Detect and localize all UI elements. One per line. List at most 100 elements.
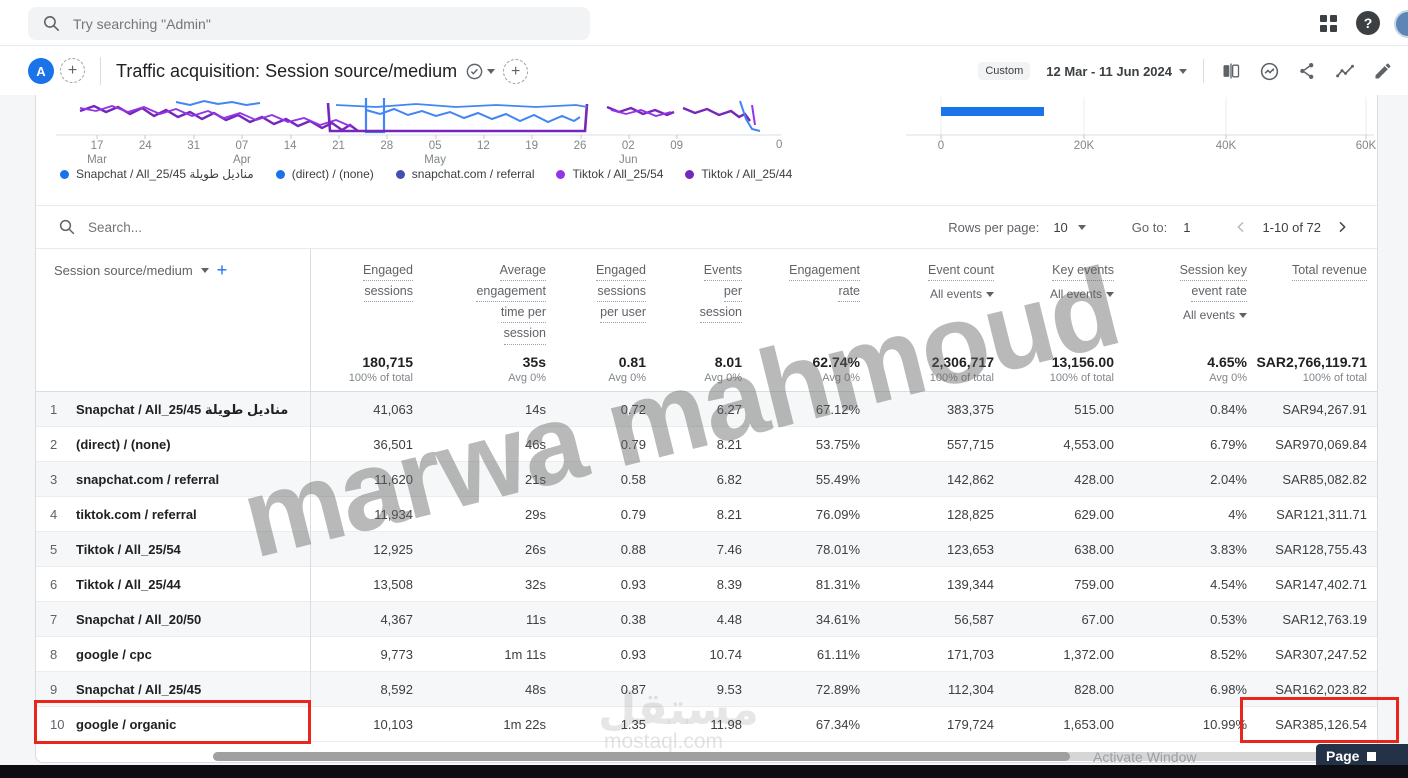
metric-cell: 29s bbox=[525, 507, 546, 522]
legend-label: Tiktok / All_25/44 bbox=[701, 167, 793, 181]
legend-label: snapchat.com / referral bbox=[411, 167, 535, 181]
row-dimension-value[interactable]: tiktok.com / referral bbox=[76, 497, 311, 532]
legend-label: (direct) / (none) bbox=[291, 167, 374, 181]
previous-page-icon[interactable] bbox=[1230, 216, 1252, 238]
toolbar-divider bbox=[1203, 59, 1204, 83]
edit-pencil-icon[interactable] bbox=[1372, 60, 1394, 82]
metric-cell: 7.46 bbox=[716, 542, 742, 557]
bar-chart-tick-label: 20K bbox=[1073, 140, 1095, 152]
bar-engaged-sessions[interactable] bbox=[941, 107, 1044, 116]
metric-cell: SAR385,126.54 bbox=[1275, 717, 1367, 732]
metric-cell: 10.99% bbox=[1202, 717, 1247, 732]
chevron-down-icon bbox=[487, 69, 496, 74]
data-table: Session source/medium + Engaged sessions Ave… bbox=[36, 248, 1377, 742]
legend-item[interactable]: snapchat.com / referral bbox=[395, 167, 535, 181]
metric-cell: 759.00 bbox=[1074, 577, 1114, 592]
legend-item[interactable]: Snapchat / All_25/45 مناديل طويلة bbox=[60, 167, 254, 181]
table-row: 5 Tiktok / All_25/54 12,925 26s 0.88 7.46 78.0… bbox=[36, 532, 1377, 567]
row-number: 4 bbox=[50, 507, 58, 522]
account-avatar[interactable] bbox=[1394, 10, 1408, 38]
metric-cell: 6.82 bbox=[716, 472, 742, 487]
legend-item[interactable]: Tiktok / All_25/44 bbox=[685, 167, 792, 181]
date-range-picker[interactable]: 12 Mar - 11 Jun 2024 bbox=[1046, 64, 1187, 79]
metric-cell: 67.34% bbox=[815, 717, 860, 732]
row-dimension-value[interactable]: Tiktok / All_25/54 bbox=[76, 532, 311, 567]
metric-filter-dropdown[interactable]: All events bbox=[1050, 287, 1114, 301]
share-icon[interactable] bbox=[1296, 60, 1318, 82]
metric-cell: 6.79% bbox=[1210, 437, 1247, 452]
row-dimension-value[interactable]: google / cpc bbox=[76, 637, 311, 672]
horizontal-scrollbar[interactable] bbox=[213, 752, 1373, 761]
line-chart-tick-label: 12 bbox=[476, 140, 490, 152]
row-dimension-value[interactable]: (direct) / (none) bbox=[76, 427, 311, 462]
activate-window-text: Activate Window bbox=[1093, 749, 1197, 765]
global-search-input[interactable] bbox=[73, 15, 533, 32]
metric-filter-dropdown[interactable]: All events bbox=[930, 287, 994, 301]
row-dimension-value[interactable]: snapchat.com / referral bbox=[76, 462, 311, 497]
totals-spacer bbox=[36, 346, 311, 391]
metric-column-header: Engaged sessions bbox=[311, 249, 423, 346]
row-dimension-value[interactable]: Snapchat / All_25/45 مناديل طويلة bbox=[76, 392, 311, 427]
apps-grid-icon[interactable] bbox=[1320, 15, 1338, 33]
header-divider bbox=[100, 57, 101, 85]
metric-cell: 828.00 bbox=[1074, 682, 1114, 697]
table-row: 3 snapchat.com / referral 11,620 21s 0.58 6.8… bbox=[36, 462, 1377, 497]
metric-cell: 26s bbox=[525, 542, 546, 557]
scrollbar-thumb[interactable] bbox=[213, 752, 1070, 761]
table-search[interactable] bbox=[36, 218, 248, 236]
row-number: 1 bbox=[50, 402, 58, 417]
line-chart-tick-label: 26 bbox=[573, 140, 587, 152]
metric-cell: 4,367 bbox=[380, 612, 413, 627]
metric-cell: 557,715 bbox=[947, 437, 994, 452]
metric-cell: SAR128,755.43 bbox=[1275, 542, 1367, 557]
report-avatar[interactable]: A bbox=[28, 58, 54, 84]
metric-cell: 0.79 bbox=[620, 437, 646, 452]
metric-cell: 46s bbox=[525, 437, 546, 452]
row-dimension-value[interactable]: Snapchat / All_20/50 bbox=[76, 602, 311, 637]
metric-cell: 9,773 bbox=[380, 647, 413, 662]
row-dimension-value[interactable]: google / organic bbox=[76, 707, 311, 742]
metric-cell: 0.79 bbox=[620, 507, 646, 522]
bar-chart-tick-label: 60K bbox=[1355, 140, 1377, 152]
table-row: 6 Tiktok / All_25/44 13,508 32s 0.93 8.39 81.3… bbox=[36, 567, 1377, 602]
legend-item[interactable]: (direct) / (none) bbox=[275, 167, 374, 181]
legend-item[interactable]: Tiktok / All_25/54 bbox=[556, 167, 663, 181]
dimension-header[interactable]: Session source/medium + bbox=[36, 249, 311, 346]
metric-cell: 0.53% bbox=[1210, 612, 1247, 627]
table-row: 10 google / organic 10,103 1m 22s 1.35 11.98 6… bbox=[36, 707, 1377, 742]
metric-column-header: Session key event rate All events bbox=[1179, 263, 1247, 323]
compare-icon[interactable] bbox=[1220, 60, 1242, 82]
add-metric-button[interactable]: + bbox=[503, 59, 529, 84]
metric-column-header: Key events All events bbox=[1049, 263, 1114, 302]
legend-dot bbox=[60, 169, 69, 179]
row-dimension-value[interactable]: Tiktok / All_25/44 bbox=[76, 567, 311, 602]
metric-cell: 13,508 bbox=[373, 577, 413, 592]
table-search-input[interactable] bbox=[88, 219, 248, 235]
metric-cell: SAR970,069.84 bbox=[1275, 437, 1367, 452]
metric-cell: 112,304 bbox=[947, 682, 994, 697]
rows-per-page-select[interactable]: 10 bbox=[1053, 219, 1068, 235]
global-search[interactable] bbox=[28, 7, 590, 40]
totals-cell: 62.74% Avg 0% bbox=[812, 353, 860, 384]
goto-page-input[interactable]: 1 bbox=[1183, 219, 1191, 235]
metric-cell: 8.52% bbox=[1210, 647, 1247, 662]
metric-cell: 8.21 bbox=[716, 437, 742, 452]
metric-cell: 67.12% bbox=[815, 402, 860, 417]
add-comparison-button[interactable]: + bbox=[60, 58, 85, 83]
trending-icon[interactable] bbox=[1334, 60, 1356, 82]
insights-icon[interactable] bbox=[1258, 60, 1280, 82]
row-dimension-value[interactable]: Snapchat / All_25/45 bbox=[76, 672, 311, 707]
metric-cell: SAR94,267.91 bbox=[1282, 402, 1367, 417]
add-dimension-button[interactable]: + bbox=[216, 260, 228, 280]
bar-chart-tick-label: 0 bbox=[937, 140, 945, 152]
row-number: 10 bbox=[50, 717, 65, 732]
help-icon[interactable]: ? bbox=[1356, 11, 1380, 35]
row-number: 7 bbox=[50, 612, 58, 627]
line-chart-tick-label: 07 Apr bbox=[232, 140, 251, 167]
metric-filter-dropdown[interactable]: All events bbox=[1183, 308, 1247, 322]
metric-cell: 10.74 bbox=[709, 647, 742, 662]
chevron-down-icon[interactable] bbox=[1077, 224, 1086, 230]
next-page-icon[interactable] bbox=[1331, 216, 1353, 238]
report-status-control[interactable] bbox=[465, 62, 496, 81]
